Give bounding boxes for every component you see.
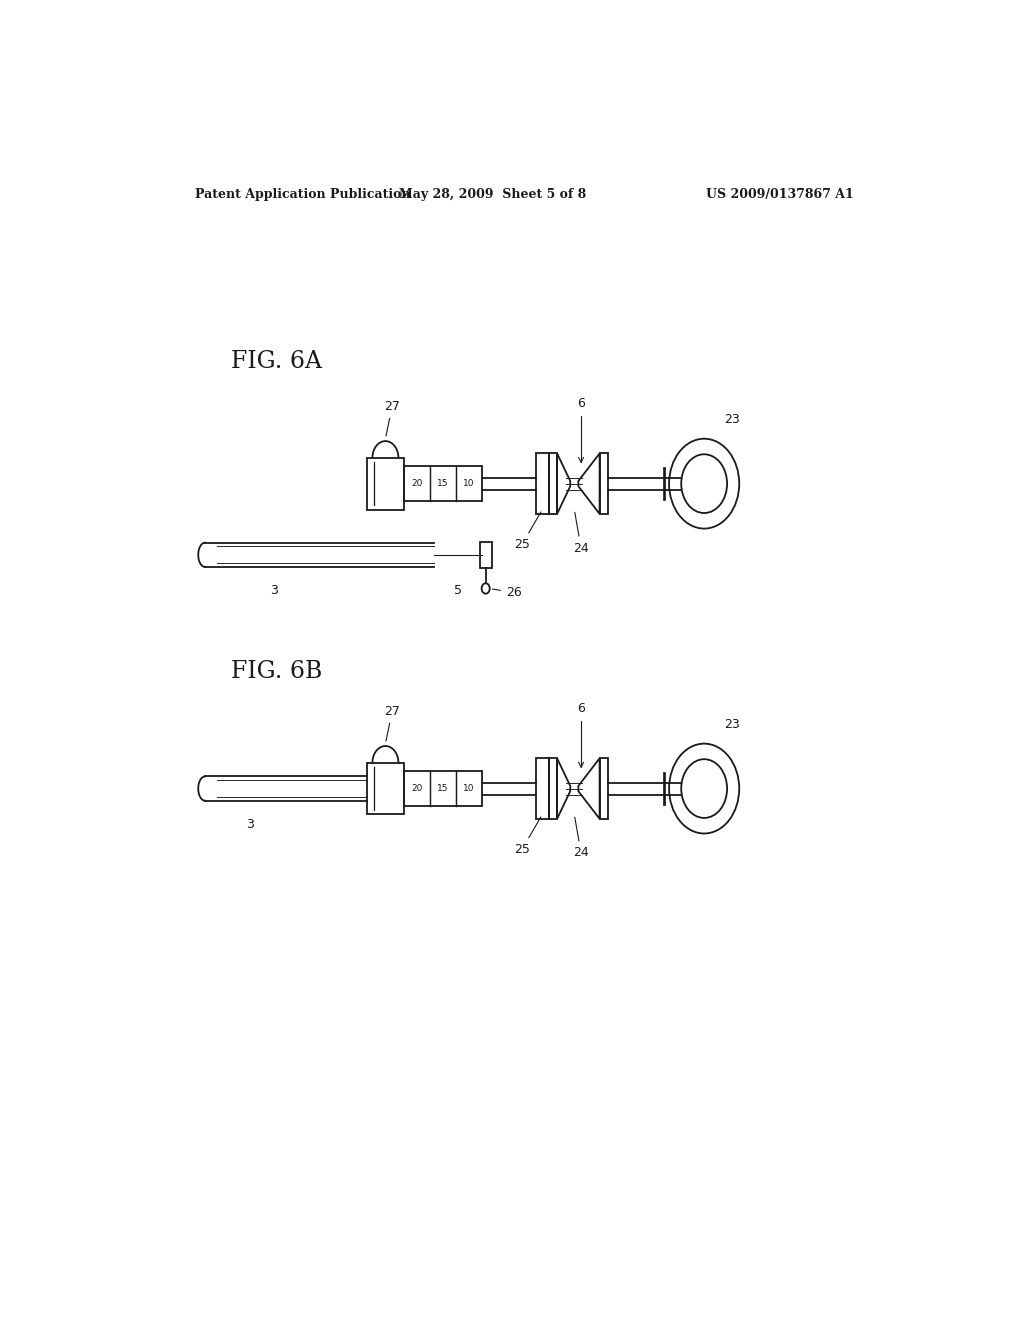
Text: May 28, 2009  Sheet 5 of 8: May 28, 2009 Sheet 5 of 8: [399, 189, 587, 202]
Text: US 2009/0137867 A1: US 2009/0137867 A1: [707, 189, 854, 202]
Text: 24: 24: [573, 817, 589, 859]
Text: 3: 3: [270, 585, 278, 597]
Text: Patent Application Publication: Patent Application Publication: [196, 189, 411, 202]
Text: 6: 6: [578, 397, 585, 462]
Text: 10: 10: [463, 784, 474, 793]
Text: 20: 20: [412, 784, 423, 793]
Text: 25: 25: [514, 512, 541, 550]
Text: 10: 10: [463, 479, 474, 488]
Text: FIG. 6A: FIG. 6A: [231, 350, 323, 374]
Text: 23: 23: [724, 413, 740, 426]
Text: 6: 6: [578, 702, 585, 767]
Text: 15: 15: [437, 479, 449, 488]
Text: 25: 25: [514, 817, 541, 855]
Text: FIG. 6B: FIG. 6B: [231, 660, 323, 684]
Text: 23: 23: [724, 718, 740, 731]
Text: 26: 26: [493, 586, 521, 599]
Text: 24: 24: [573, 512, 589, 554]
Text: 15: 15: [437, 784, 449, 793]
Text: 3: 3: [247, 818, 254, 832]
Text: 27: 27: [384, 705, 400, 741]
Text: 5: 5: [454, 585, 462, 597]
Text: 27: 27: [384, 400, 400, 436]
Text: 20: 20: [412, 479, 423, 488]
